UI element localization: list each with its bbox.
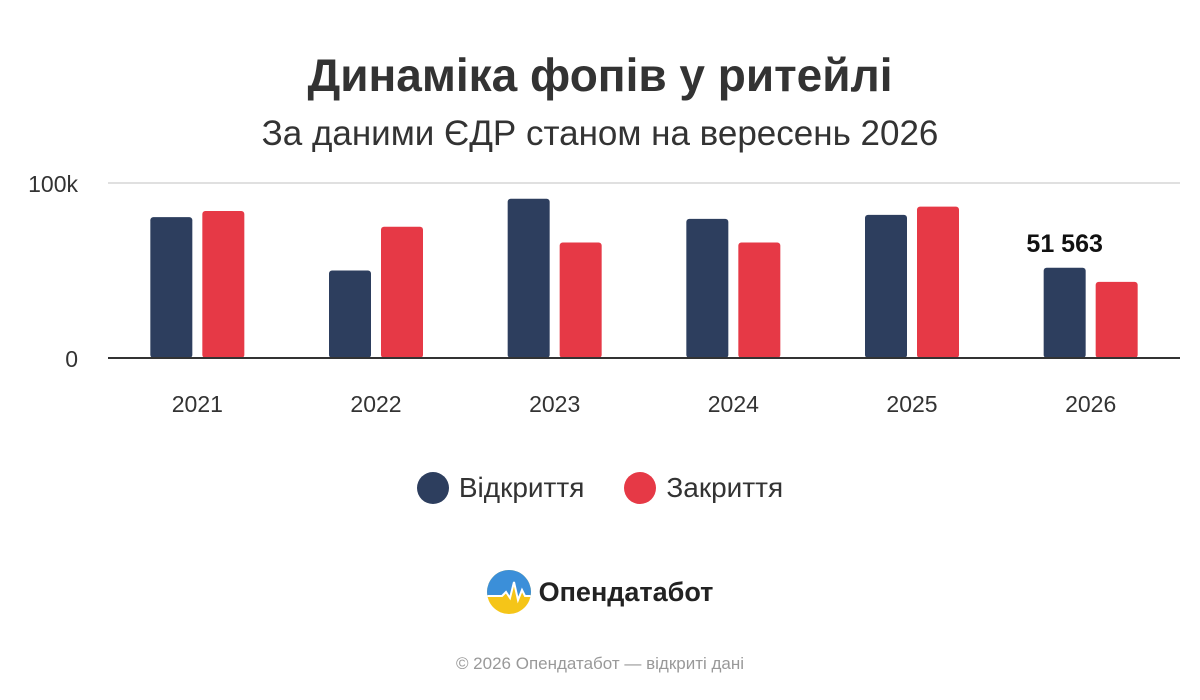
- x-tick-label: 2022: [350, 391, 401, 417]
- bar-opening-2024: [686, 218, 729, 358]
- bar-closing-2023: [559, 242, 602, 358]
- data-label: 51 563: [1026, 230, 1102, 258]
- legend-label-opening: Відкриття: [458, 472, 585, 503]
- legend-label-closing: Закриття: [666, 472, 784, 503]
- legend-item-opening[interactable]: Відкриття: [416, 472, 585, 504]
- x-tick-label: 2021: [172, 391, 223, 417]
- bar-opening-2022: [329, 270, 371, 358]
- bar-opening-2026: [1043, 267, 1086, 358]
- chart-title: Динаміка фопів у ритейлі: [307, 49, 893, 101]
- x-tick-label: 2023: [529, 391, 580, 417]
- opendatabot-logo-icon: [486, 570, 531, 614]
- chart-subtitle: За даними ЄДР станом на вересень 2026: [261, 114, 939, 153]
- legend-swatch-closing: [624, 472, 657, 504]
- legend-item-closing[interactable]: Закриття: [624, 472, 783, 504]
- brand-name: Опендатабот: [538, 576, 714, 607]
- bar-closing-2021: [202, 211, 245, 358]
- bar-closing-2024: [738, 242, 781, 358]
- x-tick-label: 2025: [886, 391, 937, 417]
- bar-chart: 0 100k 2021 2022 2023 2024 2025 2026 51 563: [28, 171, 1180, 417]
- x-tick-label: 2026: [1065, 391, 1116, 417]
- x-tick-label: 2024: [708, 391, 759, 417]
- chart-legend: Відкриття Закриття: [0, 472, 1200, 504]
- bar-closing-2025: [917, 206, 959, 358]
- legend-swatch-opening: [416, 472, 449, 504]
- bar-opening-2021: [150, 217, 193, 358]
- bar-opening-2023: [507, 198, 550, 358]
- brand: Опендатабот: [0, 570, 1200, 614]
- footer-copyright: © 2026 Опендатабот — відкриті дані: [455, 654, 745, 673]
- bar-opening-2025: [865, 214, 907, 358]
- y-tick-label: 100k: [28, 171, 78, 197]
- bar-closing-2026: [1095, 281, 1138, 358]
- bar-closing-2022: [381, 226, 423, 358]
- y-tick-label: 0: [65, 346, 78, 372]
